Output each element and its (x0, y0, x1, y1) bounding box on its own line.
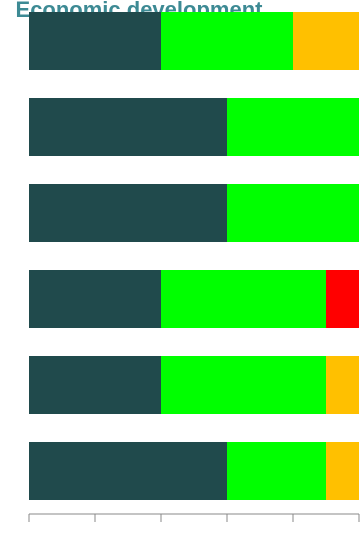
bar-segment-row5-series3 (326, 356, 359, 414)
bar-segment-row6-series1 (29, 442, 227, 500)
bar-segment-row6-series2 (227, 442, 326, 500)
bar-segment-row4-series4 (326, 270, 359, 328)
bar-segment-row5-series2 (161, 356, 326, 414)
bar-segment-row1-series3 (293, 12, 359, 70)
bar-segment-row2-series2 (227, 98, 359, 156)
bar-group (29, 12, 359, 500)
bar-segment-row2-series1 (29, 98, 227, 156)
bar-segment-row1-series1 (29, 12, 161, 70)
bar-segment-row3-series1 (29, 184, 227, 242)
bar-segment-row1-series2 (161, 12, 293, 70)
bar-segment-row4-series2 (161, 270, 326, 328)
bar-segment-row4-series1 (29, 270, 161, 328)
bar-segment-row5-series1 (29, 356, 161, 414)
x-axis (28, 513, 360, 522)
bar-segment-row3-series2 (227, 184, 359, 242)
bar-segment-row6-series3 (326, 442, 359, 500)
